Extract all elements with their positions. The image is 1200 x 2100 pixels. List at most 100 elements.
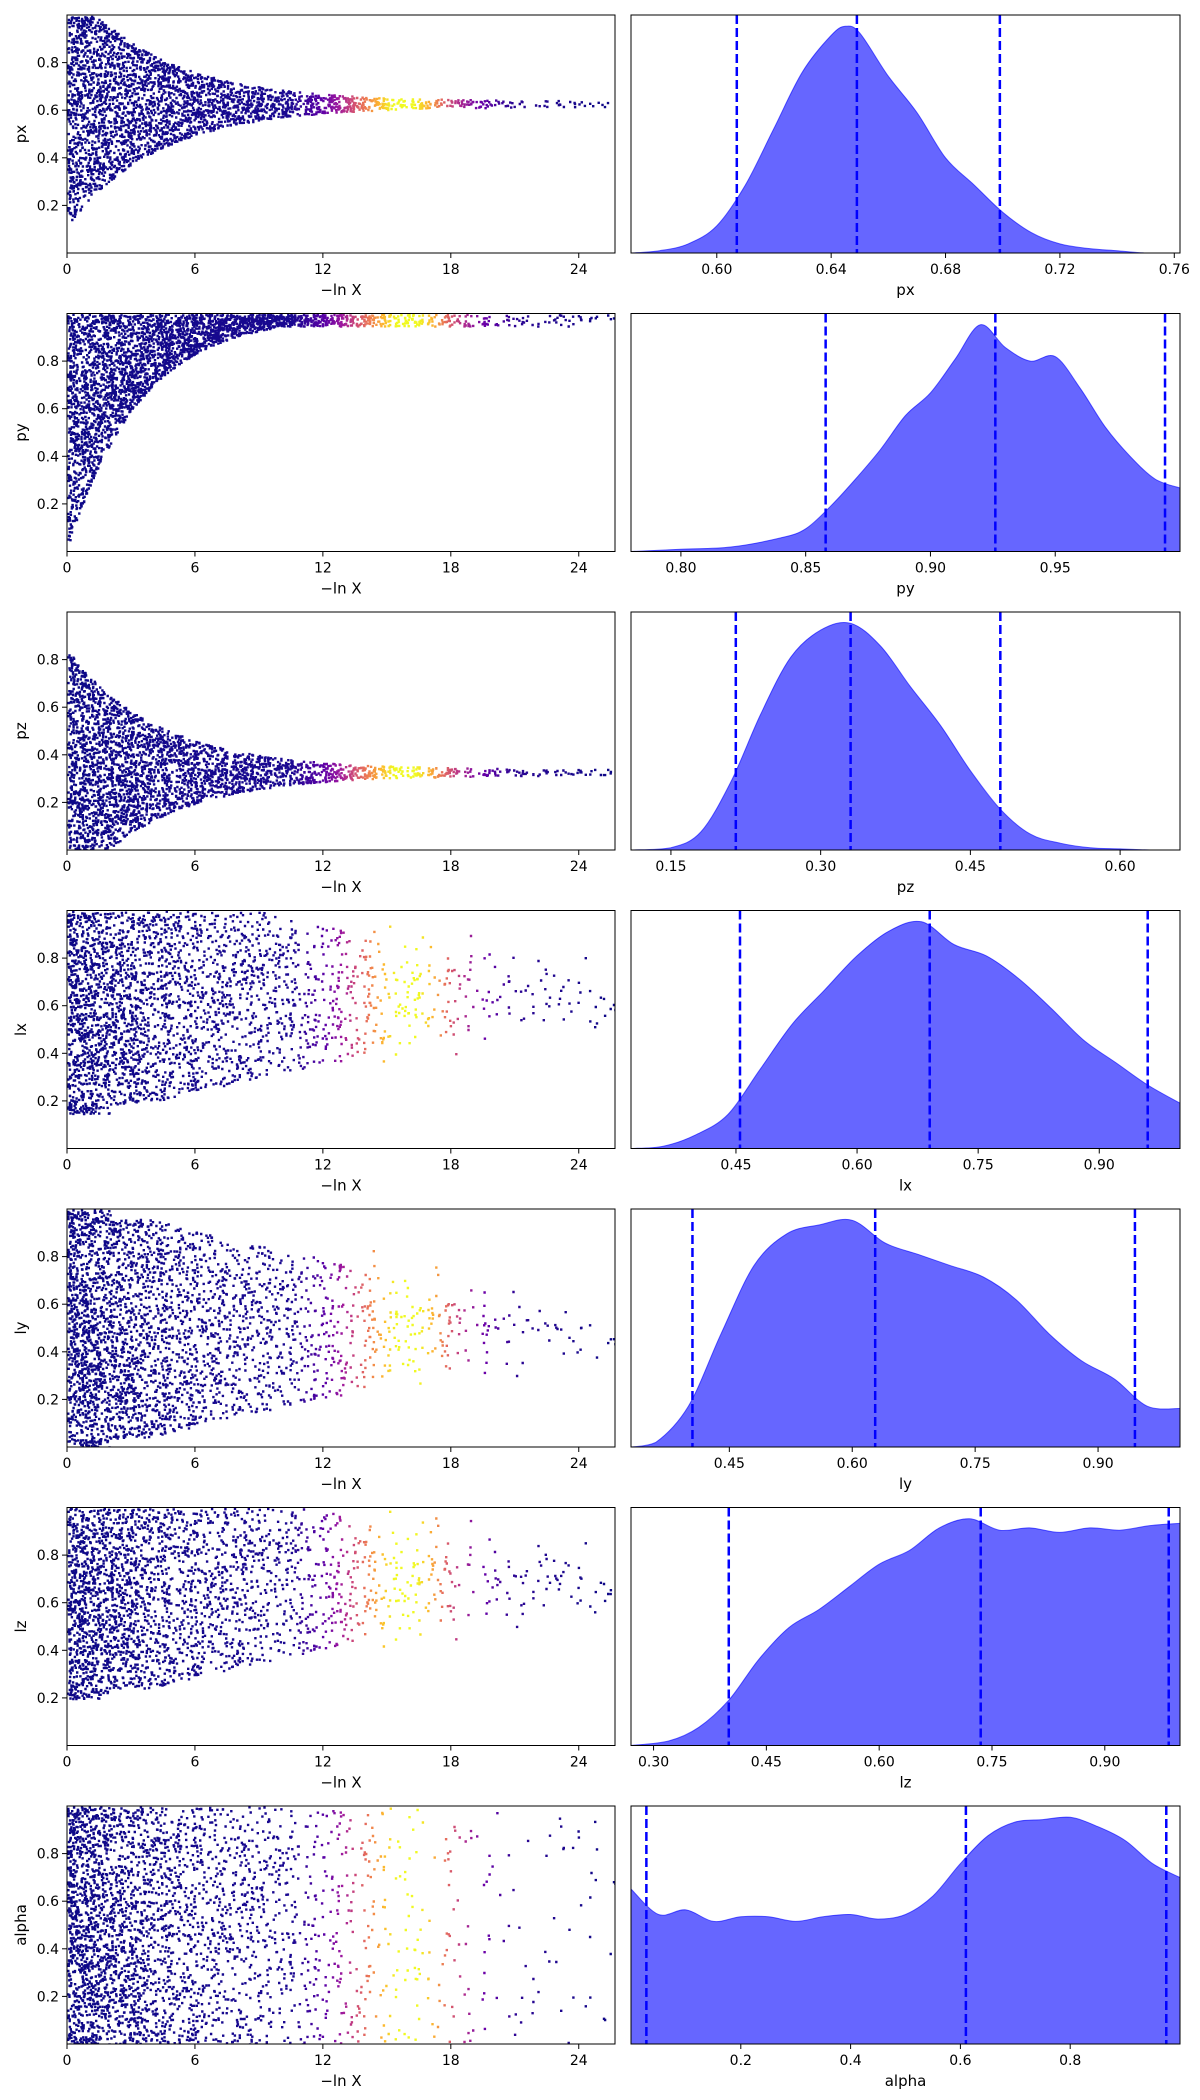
trace-ytick-label: 0.8: [37, 56, 59, 72]
density-xtick-label: 0.45: [955, 859, 986, 875]
trace-ytick-label: 0.8: [37, 354, 59, 370]
trace-ytick-label: 0.6: [37, 700, 59, 716]
trace-ylabel-py: py: [12, 423, 30, 442]
density-axes-alpha: 0.2 0.4 0.6 0.8 alpha: [630, 1805, 1181, 2090]
trace-ylabel-ly: ly: [12, 1321, 30, 1334]
trace-ytick-label: 0.2: [37, 1094, 59, 1110]
trace-ytick-label: 0.2: [37, 198, 59, 214]
trace-points-px: [67, 15, 610, 222]
density-axes-py: 0.80 0.85 0.90 0.95 py: [630, 313, 1181, 598]
trace-xlabel-alpha: −ln X: [320, 2072, 361, 2090]
trace-ytick-label: 0.6: [37, 1297, 59, 1313]
trace-ytick-label: 0.4: [37, 1345, 59, 1361]
trace-axes-ly: 0 6 12 18 24 0.2 0.4 0.6 0.8 −ln X ly: [12, 1208, 616, 1493]
trace-xtick-label: 12: [314, 1456, 332, 1472]
trace-xtick-label: 12: [314, 2053, 332, 2069]
density-xlabel-lz: lz: [899, 1774, 911, 1792]
trace-xlabel-pz: −ln X: [320, 878, 361, 896]
trace-xtick-label: 24: [570, 1755, 588, 1771]
trace-points-ly: [67, 1209, 615, 1447]
density-frame-lx: [630, 910, 1181, 1149]
trace-xtick-label: 12: [314, 1755, 332, 1771]
density-frame-ly: [630, 1208, 1181, 1448]
trace-xtick-label: 6: [190, 1158, 199, 1174]
trace-xlabel-lx: −ln X: [320, 1177, 361, 1195]
density-xlabel-px: px: [896, 281, 915, 299]
trace-xtick-label: 0: [63, 561, 72, 577]
density-xlabel-alpha: alpha: [885, 2072, 927, 2090]
trace-axes-lx: 0 6 12 18 24 0.2 0.4 0.6 0.8 −ln X lx: [12, 910, 616, 1195]
density-xlabel-lx: lx: [899, 1177, 912, 1195]
trace-xtick-label: 12: [314, 859, 332, 875]
trace-xtick-label: 12: [314, 1158, 332, 1174]
trace-frame-pz: [66, 611, 616, 851]
trace-ytick-label: 0.6: [37, 1894, 59, 1910]
density-xtick-label: 0.45: [714, 1456, 745, 1472]
density-xtick-label: 0.60: [701, 262, 732, 278]
trace-xtick-label: 0: [63, 1158, 72, 1174]
trace-xtick-label: 0: [63, 2053, 72, 2069]
trace-frame-py: [66, 313, 616, 552]
density-xtick-label: 0.45: [751, 1755, 782, 1771]
density-frame-px: [630, 14, 1181, 254]
density-area-alpha: [631, 1816, 1180, 2044]
density-xtick-label: 0.60: [841, 1158, 872, 1174]
trace-ytick-label: 0.4: [37, 1942, 59, 1958]
trace-ylabel-px: px: [12, 125, 30, 144]
trace-points-pz: [67, 654, 613, 850]
density-xtick-label: 0.8: [1059, 2053, 1081, 2069]
density-xtick-label: 0.15: [655, 859, 686, 875]
trace-frame-alpha: [66, 1805, 616, 2045]
density-frame-alpha: [630, 1805, 1181, 2045]
trace-scatter-lx: [67, 910, 615, 1116]
density-xtick-label: 0.6: [949, 2053, 971, 2069]
trace-xtick-label: 6: [190, 262, 199, 278]
trace-ytick-label: 0.2: [37, 1392, 59, 1408]
trace-scatter-lz: [67, 1507, 613, 1701]
density-frame-py: [630, 313, 1181, 552]
trace-xtick-label: 6: [190, 561, 199, 577]
trace-xtick-label: 0: [63, 1755, 72, 1771]
density-axes-ly: 0.45 0.60 0.75 0.90 ly: [630, 1208, 1181, 1493]
density-xtick-label: 0.4: [839, 2053, 861, 2069]
trace-xtick-label: 6: [190, 1755, 199, 1771]
trace-points-py: [67, 313, 615, 542]
trace-ytick-label: 0.4: [37, 1046, 59, 1062]
trace-ytick-label: 0.2: [37, 1691, 59, 1707]
density-xtick-label: 0.75: [960, 1456, 991, 1472]
trace-xtick-label: 18: [442, 859, 460, 875]
trace-ytick-label: 0.8: [37, 653, 59, 669]
density-xtick-label: 0.90: [1084, 1158, 1115, 1174]
trace-ylabel-alpha: alpha: [12, 1904, 30, 1946]
trace-xtick-label: 0: [63, 262, 72, 278]
trace-xtick-label: 12: [314, 561, 332, 577]
density-axes-lx: 0.45 0.60 0.75 0.90 lx: [630, 910, 1181, 1195]
trace-scatter-py: [67, 313, 615, 542]
trace-scatter-px: [67, 15, 610, 222]
density-xlabel-pz: pz: [897, 878, 915, 896]
density-xtick-label: 0.85: [790, 561, 821, 577]
trace-xlabel-lz: −ln X: [320, 1774, 361, 1792]
density-xtick-label: 0.2: [730, 2053, 752, 2069]
density-xtick-label: 0.60: [837, 1456, 868, 1472]
density-xtick-label: 0.72: [1044, 262, 1075, 278]
density-axes-px: 0.60 0.64 0.68 0.72 0.76 px: [630, 14, 1190, 299]
trace-axes-px: 0 6 12 18 24 0.2 0.4 0.6 0.8 −ln X px: [12, 14, 616, 299]
trace-xtick-label: 18: [442, 1755, 460, 1771]
trace-xtick-label: 0: [63, 1456, 72, 1472]
density-xtick-label: 0.80: [665, 561, 696, 577]
density-xtick-label: 0.75: [963, 1158, 994, 1174]
trace-xtick-label: 0: [63, 859, 72, 875]
trace-ytick-label: 0.8: [37, 951, 59, 967]
trace-xtick-label: 24: [570, 262, 588, 278]
trace-ytick-label: 0.6: [37, 402, 59, 418]
trace-frame-ly: [66, 1208, 616, 1448]
trace-xtick-label: 24: [570, 1158, 588, 1174]
density-area-lz: [631, 1518, 1180, 1746]
trace-points-lx: [67, 910, 615, 1116]
trace-xlabel-py: −ln X: [320, 580, 361, 598]
trace-ytick-label: 0.2: [37, 1989, 59, 2005]
trace-xtick-label: 18: [442, 1158, 460, 1174]
trace-points-alpha: [67, 1806, 615, 2044]
